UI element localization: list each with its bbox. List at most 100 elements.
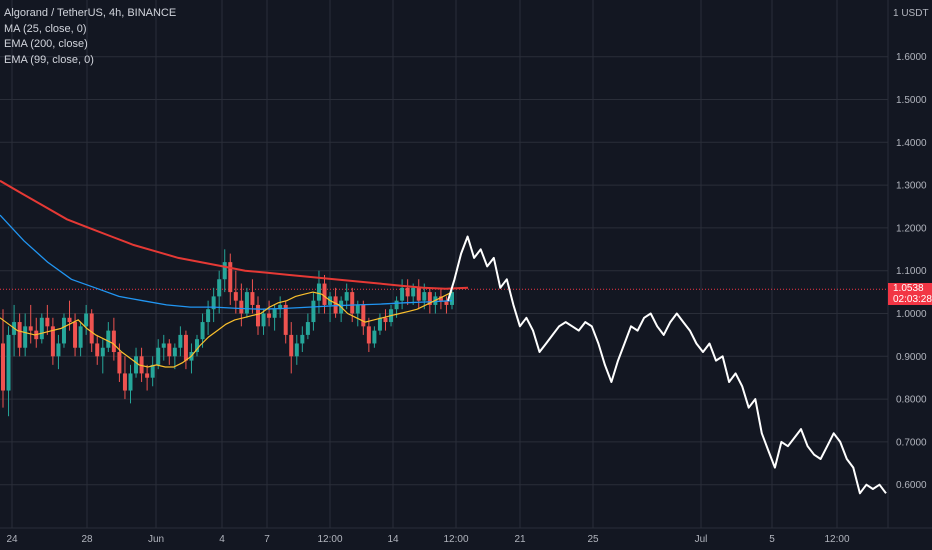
indicator-ema99[interactable]: EMA (99, close, 0)	[4, 53, 94, 66]
candle-body	[84, 313, 89, 327]
indicator-ma25[interactable]: MA (25, close, 0)	[4, 22, 87, 35]
time-tick-label: 12:00	[443, 534, 468, 545]
candle-body	[67, 317, 72, 323]
candle-body	[350, 292, 355, 314]
candle-body	[145, 373, 150, 378]
time-tick-label: 28	[81, 534, 93, 545]
candle-body	[283, 304, 288, 335]
time-tick-label: 21	[514, 534, 526, 545]
candle-body	[438, 296, 443, 301]
candle-body	[300, 334, 305, 344]
candle-body	[322, 283, 327, 305]
projection-line	[447, 235, 887, 495]
candle-body	[427, 292, 432, 305]
price-axis-unit: 1 USDT	[893, 8, 929, 19]
candle-body	[267, 313, 272, 318]
candle-body	[183, 334, 188, 361]
time-tick-label: Jun	[148, 534, 164, 545]
candle-body	[17, 322, 22, 348]
candle-body	[89, 313, 94, 344]
ma25-line	[0, 291, 453, 368]
price-tick-label: 0.9000	[896, 352, 927, 363]
price-tick-label: 1.5000	[896, 95, 927, 106]
candle-body	[78, 326, 83, 348]
candle-body	[6, 334, 11, 391]
candle-body	[344, 292, 349, 301]
candle-body	[316, 283, 321, 301]
ema200-line	[0, 179, 469, 290]
candle-body	[195, 339, 200, 353]
price-tick-label: 1.3000	[896, 181, 927, 192]
candle-body	[250, 292, 255, 305]
candle-body	[117, 352, 122, 374]
price-tick-label: 1.6000	[896, 52, 927, 63]
chart-legend: Algorand / TetherUS, 4h, BINANCE MA (25,…	[4, 6, 176, 68]
price-tick-label: 0.8000	[896, 395, 927, 406]
candle-body	[45, 317, 50, 327]
time-tick-label: 12:00	[824, 534, 849, 545]
candle-body	[222, 262, 227, 280]
price-tick-label: 0.7000	[896, 437, 927, 448]
candle-body	[211, 296, 216, 310]
candle-body	[422, 292, 427, 301]
candle-body	[311, 300, 316, 323]
candle-body	[333, 296, 338, 314]
candle-body	[61, 317, 66, 344]
candle-body	[56, 343, 61, 357]
time-axis[interactable]: 24 28 Jun 4 7 12:00 14 12:00 21 25 Jul 5 12:00	[6, 534, 850, 545]
time-tick-label: 24	[6, 534, 18, 545]
candle-body	[366, 326, 371, 344]
candle-body	[294, 343, 299, 357]
candle-body	[377, 317, 382, 331]
candle-body	[206, 309, 211, 323]
price-tick-label: 1.2000	[896, 223, 927, 234]
time-tick-label: 14	[387, 534, 399, 545]
candle-body	[50, 326, 55, 357]
candle-body	[139, 356, 144, 374]
candle-body	[405, 287, 410, 297]
candlestick-series	[1, 249, 454, 417]
candle-body	[244, 292, 249, 314]
candle-body	[28, 326, 33, 331]
candle-body	[178, 334, 183, 348]
time-tick-label: 12:00	[317, 534, 342, 545]
candle-body	[128, 373, 133, 391]
candle-body	[450, 292, 454, 305]
candle-body	[383, 317, 388, 323]
price-axis[interactable]: 1 USDT 1.6000 1.5000 1.4000 1.3000 1.2000 1.10…	[893, 8, 929, 491]
candle-body	[233, 292, 238, 301]
last-price-tag: 1.0538 02:03:28	[888, 283, 932, 305]
candle-body	[100, 347, 105, 357]
candle-body	[122, 373, 127, 391]
candle-body	[161, 343, 166, 348]
candle-body	[394, 300, 399, 310]
candle-body	[444, 300, 449, 305]
candle-body	[39, 317, 44, 340]
candle-body	[23, 326, 28, 348]
candle-body	[134, 356, 139, 374]
candle-body	[255, 304, 260, 327]
candle-body	[200, 322, 205, 340]
candle-body	[272, 309, 277, 318]
price-tick-label: 1.4000	[896, 138, 927, 149]
candle-body	[95, 343, 100, 357]
candle-body	[239, 300, 244, 314]
candle-body	[150, 364, 155, 378]
candle-body	[372, 330, 377, 344]
candle-body	[73, 322, 78, 348]
price-tick-label: 1.1000	[896, 266, 927, 277]
candle-body	[217, 279, 222, 297]
candle-body	[261, 313, 266, 327]
candle-body	[305, 322, 310, 335]
symbol-title[interactable]: Algorand / TetherUS, 4h, BINANCE	[4, 7, 177, 19]
indicator-ema200[interactable]: EMA (200, close)	[4, 38, 88, 50]
price-tick-label: 0.6000	[896, 480, 927, 491]
candle-body	[411, 287, 416, 297]
candle-body	[278, 304, 283, 310]
candle-body	[106, 330, 111, 348]
time-tick-label: 25	[587, 534, 599, 545]
candle-body	[172, 347, 177, 357]
ema99-line	[0, 214, 453, 310]
price-tick-label: 1.0000	[896, 309, 927, 320]
